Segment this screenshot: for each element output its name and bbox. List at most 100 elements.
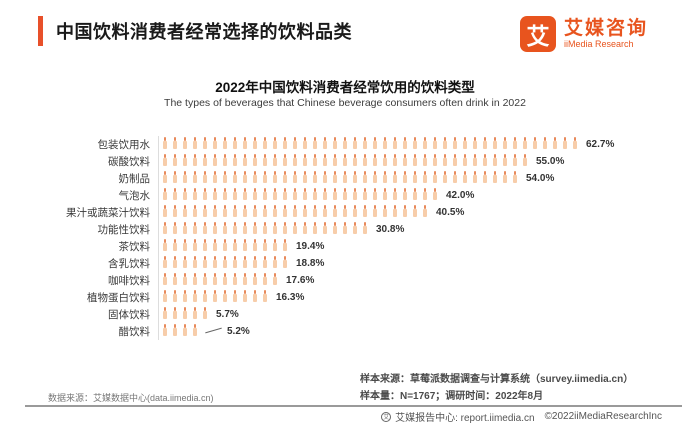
- bottle-icon: [403, 170, 407, 183]
- bottle-icon: [423, 153, 427, 166]
- footer-copyright: ©2022iiMediaResearchInc: [544, 411, 662, 422]
- bottle-icon: [213, 255, 217, 268]
- sample-size: 样本量：N=1767；调研时间：2022年8月: [360, 391, 544, 402]
- bottle-icon: [203, 289, 207, 302]
- bottle-icon: [163, 289, 167, 302]
- bottle-icon: [183, 323, 187, 336]
- iimedia-circle-icon: 艾: [381, 411, 392, 422]
- bottle-icon: [353, 136, 357, 149]
- bottle-icon: [173, 272, 177, 285]
- bottle-icon: [433, 136, 437, 149]
- sample-info: 样本来源：草莓派数据调查与计算系统（survey.iimedia.cn） 样本量…: [360, 371, 633, 405]
- bottle-icon: [213, 272, 217, 285]
- bottle-icon: [263, 153, 267, 166]
- chart-row: 碳酸饮料 55.0%: [40, 153, 675, 170]
- bottle-icon: [283, 221, 287, 234]
- bottle-icon: [423, 136, 427, 149]
- bottle-icon: [373, 136, 377, 149]
- bottle-icon: [183, 153, 187, 166]
- bottle-icon: [313, 136, 317, 149]
- bottle-icon: [323, 204, 327, 217]
- bottle-icon: [303, 136, 307, 149]
- bottle-icon: [463, 170, 467, 183]
- bottle-icon: [203, 153, 207, 166]
- bottle-icon: [373, 170, 377, 183]
- bottle-icon: [403, 136, 407, 149]
- bottle-icon: [253, 272, 257, 285]
- bottle-icon: [193, 255, 197, 268]
- chart-row: 茶饮料 19.4%: [40, 238, 675, 255]
- bottle-icon: [223, 187, 227, 200]
- bottle-icon: [203, 170, 207, 183]
- bottle-icon: [273, 255, 277, 268]
- bottle-icon: [243, 170, 247, 183]
- bottle-icon: [413, 136, 417, 149]
- bottle-icon: [193, 170, 197, 183]
- bottle-icon: [243, 221, 247, 234]
- category-label: 植物蛋白饮料: [87, 292, 150, 304]
- value-label: 62.7%: [586, 139, 615, 150]
- bottle-icon: [443, 170, 447, 183]
- bottle-icon: [483, 170, 487, 183]
- bottle-icon: [493, 153, 497, 166]
- chart-title: 2022年中国饮料消费者经常饮用的饮料类型: [215, 80, 475, 95]
- bottle-icon: [223, 221, 227, 234]
- bottle-icon: [403, 187, 407, 200]
- bottle-icon: [413, 204, 417, 217]
- bottle-icon: [233, 170, 237, 183]
- bottle-icon: [433, 187, 437, 200]
- bottle-icon: [173, 323, 177, 336]
- bottle-icon: [263, 170, 267, 183]
- bottle-icon: [413, 170, 417, 183]
- bottle-icon: [313, 170, 317, 183]
- bottle-icon: [173, 289, 177, 302]
- bottle-icon: [453, 170, 457, 183]
- bottle-icon: [473, 136, 477, 149]
- bottle-icon: [313, 204, 317, 217]
- pictograph-chart: 包装饮用水 62.7% 碳酸饮料 55.0% 奶制品 54.0% 气泡水 42.0% 果汁或蔬菜…: [40, 136, 675, 340]
- bottle-icon: [173, 238, 177, 251]
- bottle-icon: [223, 255, 227, 268]
- iimedia-logo: 艾 艾媒咨询 iiMedia Research: [519, 16, 648, 52]
- bottle-icon: [243, 272, 247, 285]
- bottle-icon: [263, 136, 267, 149]
- bottle-icon: [223, 272, 227, 285]
- bottle-icon: [383, 170, 387, 183]
- bottle-icon: [253, 170, 257, 183]
- bottle-icon: [253, 136, 257, 149]
- bottle-icon: [283, 204, 287, 217]
- bottle-icon: [183, 306, 187, 319]
- bottle-icon: [313, 187, 317, 200]
- callout-line: [205, 327, 222, 333]
- bottle-icon: [213, 221, 217, 234]
- bottle-icon: [223, 153, 227, 166]
- bottle-icon: [273, 221, 277, 234]
- bottle-icon: [173, 204, 177, 217]
- bottle-icon: [483, 136, 487, 149]
- accent-bar: [38, 16, 43, 46]
- bottle-icon: [183, 136, 187, 149]
- pictograph-bar: 17.6%: [158, 272, 314, 289]
- bottle-icon: [163, 323, 167, 336]
- bottle-icon: [293, 170, 297, 183]
- bottle-icon: [173, 221, 177, 234]
- bottle-icon: [253, 255, 257, 268]
- bottle-icon: [413, 153, 417, 166]
- bottle-icon: [183, 238, 187, 251]
- bottle-icon: [233, 238, 237, 251]
- bottle-icon: [523, 136, 527, 149]
- pictograph-bar: 62.7%: [158, 136, 614, 153]
- bottle-icon: [203, 204, 207, 217]
- pictograph-bar: 19.4%: [158, 238, 324, 255]
- bottle-icon: [503, 153, 507, 166]
- bottle-icon: [253, 221, 257, 234]
- bottle-icon: [303, 204, 307, 217]
- logo-name-cn: 艾媒咨询: [563, 18, 648, 39]
- bottle-icon: [493, 170, 497, 183]
- bottle-icon: [233, 289, 237, 302]
- bottle-icon: [293, 204, 297, 217]
- value-label: 54.0%: [526, 173, 555, 184]
- bottle-icon: [183, 187, 187, 200]
- bottle-icon: [323, 221, 327, 234]
- bottle-icon: [243, 153, 247, 166]
